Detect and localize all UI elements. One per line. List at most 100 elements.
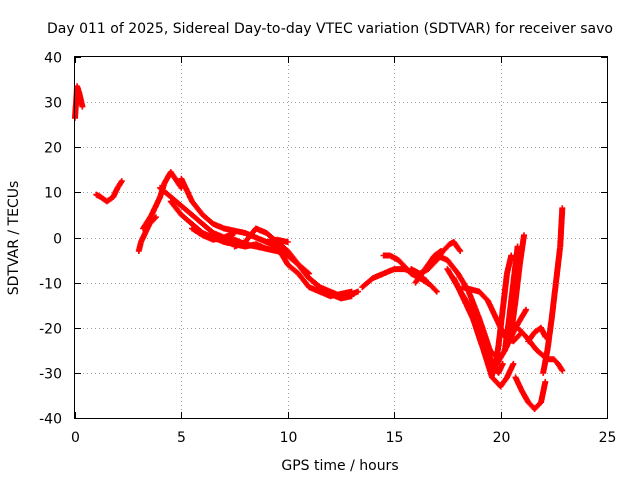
- x-tick-label: 15: [386, 430, 404, 446]
- series-arc-21: [501, 243, 521, 354]
- data-point-run: [444, 257, 461, 276]
- x-tick-labels: 0 5 10 15 20 25: [71, 430, 616, 446]
- data-point-run: [284, 261, 301, 276]
- data-point-run: [178, 175, 195, 203]
- data-point-run: [504, 360, 517, 381]
- y-tick-label: -10: [39, 277, 62, 293]
- data-point-run: [418, 262, 431, 277]
- data-point-run: [274, 239, 290, 253]
- data-point-run: [412, 271, 424, 286]
- data-point-run: [242, 226, 258, 245]
- data-point-run: [469, 311, 487, 348]
- data-point-run: [338, 288, 355, 297]
- data-point-run: [544, 317, 555, 354]
- data-point-run: [103, 194, 115, 205]
- data-point-run: [425, 253, 437, 268]
- data-point-run: [167, 198, 184, 217]
- data-point-run: [295, 261, 312, 280]
- data-point-run: [501, 317, 512, 354]
- series-arc-02: [93, 178, 125, 205]
- data-point-run: [538, 324, 549, 340]
- data-point-run: [295, 270, 312, 289]
- data-point-run: [512, 374, 525, 393]
- data-point-run: [506, 281, 517, 322]
- x-tick-label: 20: [493, 430, 511, 446]
- data-point-run: [495, 308, 506, 349]
- data-point-run: [531, 400, 543, 412]
- y-tick-label: 0: [53, 232, 62, 248]
- data-point-run: [427, 281, 440, 295]
- series-arc-09: [231, 225, 361, 300]
- data-point-run: [495, 360, 506, 376]
- x-axis-label: GPS time / hours: [281, 458, 398, 474]
- axis-ticks: [75, 57, 608, 419]
- data-point-run: [263, 230, 279, 244]
- data-point-run: [510, 243, 521, 286]
- data-point-run: [189, 198, 205, 217]
- series-arc-05: [157, 184, 238, 241]
- series-arc-03: [135, 214, 159, 254]
- data-point-run: [538, 378, 549, 406]
- y-axis-label: SDTVAR / TECUs: [6, 181, 22, 296]
- plot-frame: [74, 56, 608, 419]
- data-point-run: [557, 205, 566, 250]
- data-point-run: [550, 356, 560, 366]
- y-tick-label: -40: [39, 412, 62, 428]
- data-point-run: [499, 272, 510, 313]
- y-tick-label: -20: [39, 322, 62, 338]
- y-tick-label: 30: [44, 96, 62, 112]
- data-point-run: [306, 275, 322, 290]
- data-point-run: [450, 239, 464, 254]
- data-point-run: [167, 169, 185, 191]
- data-point-run: [178, 202, 194, 217]
- data-point-run: [114, 178, 125, 191]
- y-tick-label: 20: [44, 141, 62, 157]
- data-point-run: [189, 211, 205, 226]
- data-point-run: [178, 211, 194, 226]
- data-point-run: [552, 245, 563, 286]
- data-point-run: [395, 257, 407, 269]
- series-arc-20: [491, 252, 515, 376]
- data-point-run: [516, 232, 527, 268]
- data-point-run: [274, 243, 290, 267]
- grid: [75, 57, 607, 418]
- data-point-run: [78, 99, 86, 110]
- series-arc-04: [140, 169, 185, 232]
- data-point-run: [497, 375, 510, 390]
- data-point-run: [146, 217, 156, 227]
- series-arc-23: [512, 374, 549, 412]
- x-tick-label: 0: [71, 430, 80, 446]
- series-arc-22: [508, 232, 527, 336]
- data-point-run: [525, 330, 537, 345]
- data-point-run: [401, 263, 414, 276]
- y-tick-label: 10: [44, 186, 62, 202]
- data-point-run: [512, 263, 523, 304]
- chart-title: Day 011 of 2025, Sidereal Day-to-day VTE…: [47, 21, 613, 37]
- data-point-run: [450, 275, 465, 298]
- data-point-run: [157, 184, 173, 199]
- series-arc-25: [525, 324, 549, 345]
- series-arc-10: [263, 239, 355, 300]
- y-tick-label: 40: [44, 51, 62, 67]
- data-point-run: [476, 288, 490, 303]
- data-point-run: [199, 221, 216, 235]
- y-tick-labels: -40 -30 -20 -10 0 10 20 30 40: [39, 51, 62, 428]
- x-tick-label: 5: [177, 430, 186, 446]
- y-tick-label: -30: [39, 367, 62, 383]
- data-point-run: [359, 276, 375, 291]
- x-tick-label: 25: [599, 430, 617, 446]
- data-point-run: [484, 297, 499, 321]
- data-point-run: [140, 220, 150, 232]
- series-arc-26: [540, 205, 566, 376]
- data-point-run: [508, 299, 519, 336]
- data-point-run: [504, 252, 515, 277]
- data-points: [72, 83, 566, 412]
- data-point-run: [514, 324, 529, 339]
- data-point-run: [555, 360, 566, 374]
- data-point-run: [199, 211, 216, 226]
- data-point-run: [548, 281, 559, 322]
- x-tick-label: 10: [280, 430, 298, 446]
- data-point-run: [150, 214, 159, 223]
- data-point-run: [284, 248, 301, 267]
